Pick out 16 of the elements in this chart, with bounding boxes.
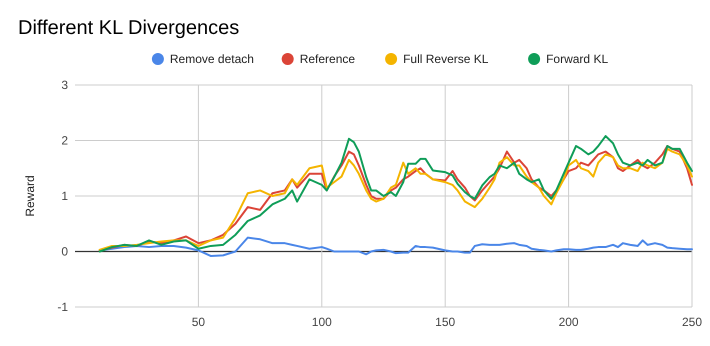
y-tick-label: 2 [61, 134, 68, 148]
x-tick-label: 50 [192, 315, 206, 329]
x-tick-label: 250 [682, 315, 702, 329]
y-axis-title: Reward [23, 175, 37, 217]
chart-title: Different KL Divergences [18, 17, 240, 39]
x-tick-label: 150 [435, 315, 456, 329]
legend-label: Forward KL [546, 52, 608, 66]
y-tick-label: 1 [61, 189, 68, 203]
legend-label: Remove detach [170, 52, 254, 66]
x-tick-label: 100 [312, 315, 332, 329]
y-tick-label: -1 [57, 300, 68, 314]
legend-label: Full Reverse KL [403, 52, 489, 66]
legend-label: Reference [300, 52, 356, 66]
y-tick-label: 0 [61, 244, 68, 258]
x-tick-label: 200 [558, 315, 579, 329]
y-tick-label: 3 [61, 78, 68, 92]
